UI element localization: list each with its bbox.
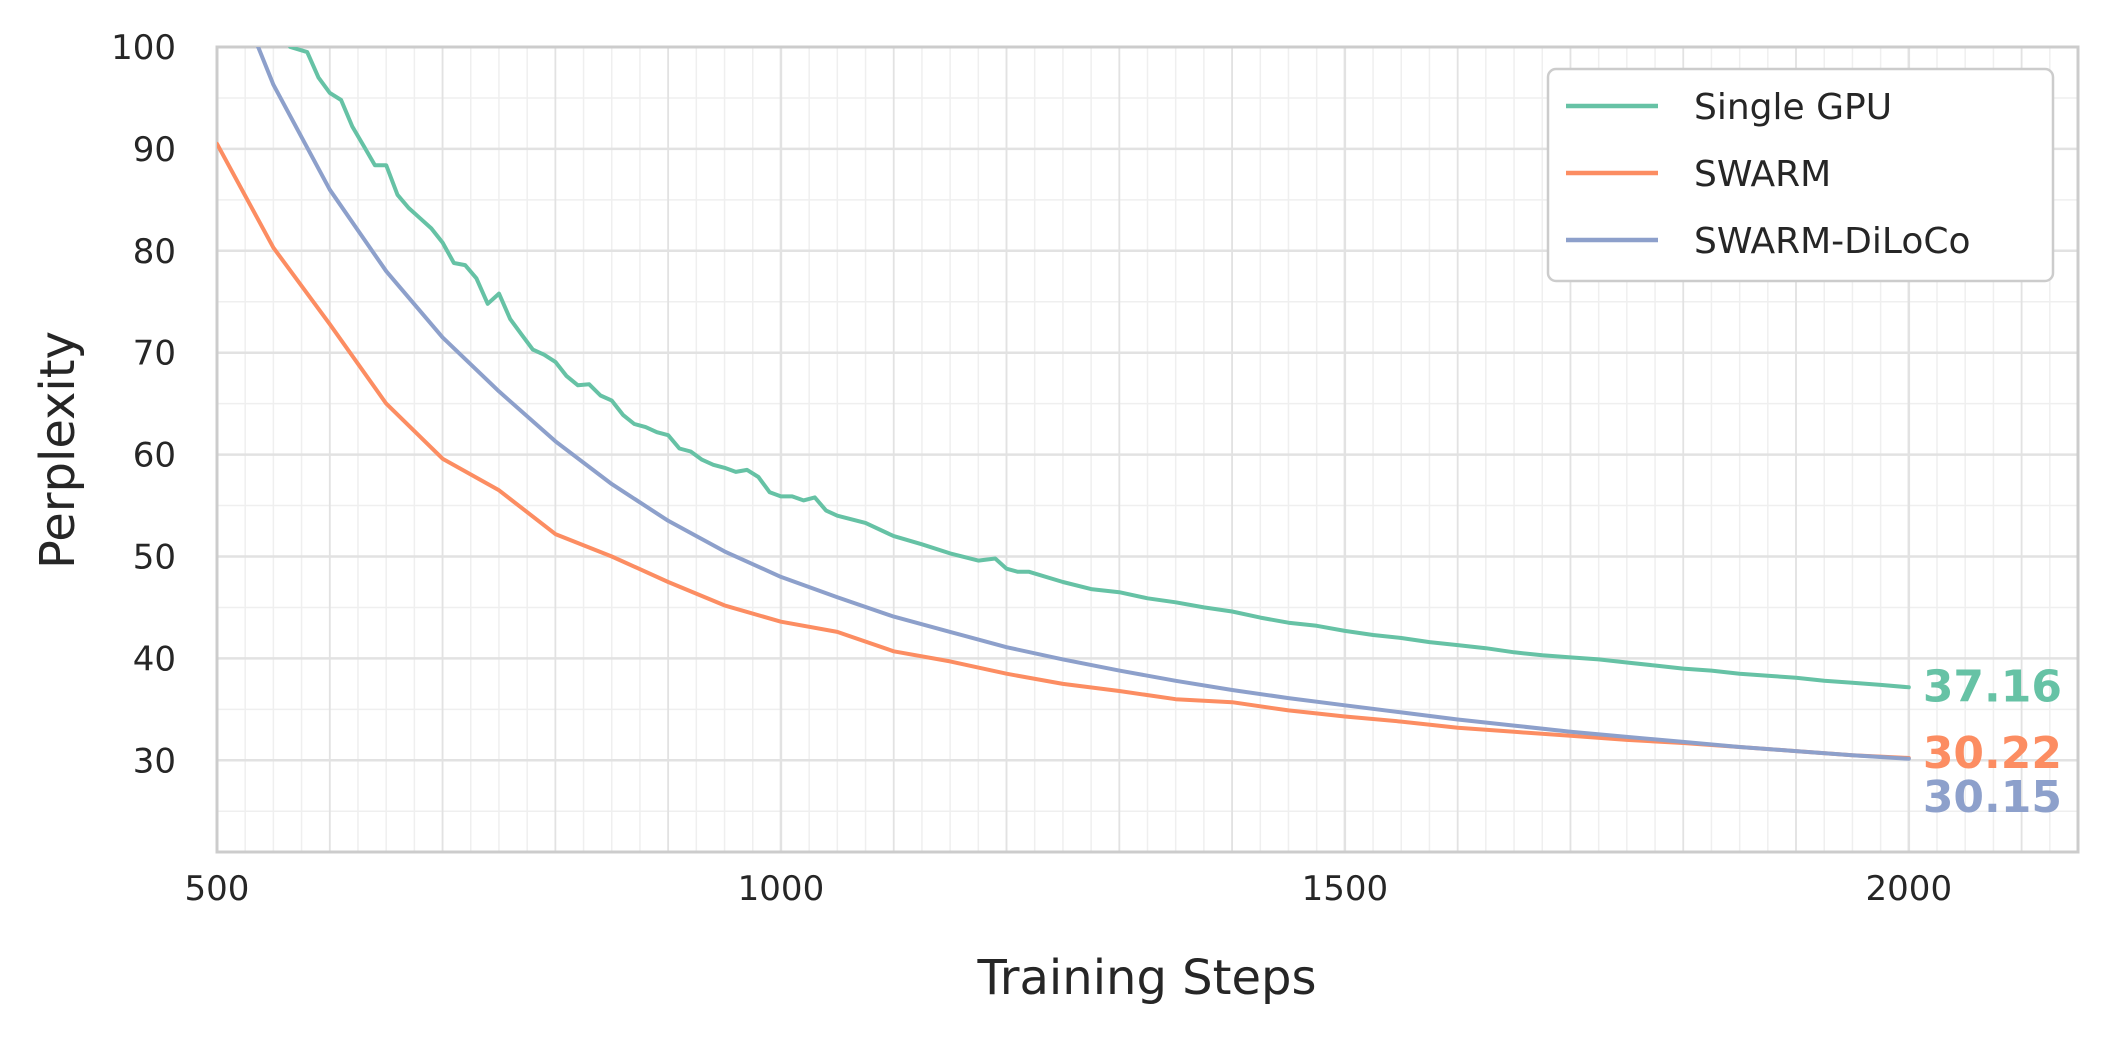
legend-label-swarm-diloco: SWARM-DiLoCo bbox=[1694, 221, 1971, 262]
y-axis-label: Perplexity bbox=[30, 331, 86, 569]
y-tick-label: 40 bbox=[133, 639, 176, 679]
series-lines bbox=[217, 47, 1911, 761]
plot-frame bbox=[215, 45, 2080, 854]
y-tick-label: 50 bbox=[133, 537, 176, 577]
y-tick-label: 90 bbox=[133, 130, 176, 170]
series-line-swarm-diloco bbox=[256, 47, 1911, 761]
x-tick-labels: 500 1000 1500 2000 bbox=[185, 869, 1953, 909]
legend-box bbox=[1546, 67, 2055, 283]
end-label-single-gpu: 37.16 bbox=[1923, 661, 2062, 712]
end-label-swarm: 30.22 bbox=[1923, 728, 2062, 779]
x-tick-label: 1000 bbox=[738, 869, 825, 909]
x-tick-label: 2000 bbox=[1866, 869, 1953, 909]
x-tick-label: 500 bbox=[185, 869, 250, 909]
end-label-swarm-diloco: 30.15 bbox=[1923, 772, 2062, 823]
y-tick-label: 60 bbox=[133, 436, 176, 476]
y-tick-label: 100 bbox=[111, 28, 176, 68]
x-tick-label: 1500 bbox=[1302, 869, 1389, 909]
y-tick-label: 80 bbox=[133, 232, 176, 272]
y-tick-label: 30 bbox=[133, 741, 176, 781]
legend-label-swarm: SWARM bbox=[1694, 154, 1831, 195]
x-axis-label: Training Steps bbox=[977, 950, 1317, 1006]
y-tick-label: 70 bbox=[133, 334, 176, 374]
legend-label-single-gpu: Single GPU bbox=[1694, 87, 1892, 128]
legend: Single GPU SWARM SWARM-DiLoCo bbox=[1546, 67, 2055, 283]
series-line-swarm bbox=[217, 141, 1911, 760]
y-tick-labels: 30 40 50 60 70 80 90 100 bbox=[111, 28, 176, 781]
series-line-single-gpu bbox=[288, 47, 1911, 690]
